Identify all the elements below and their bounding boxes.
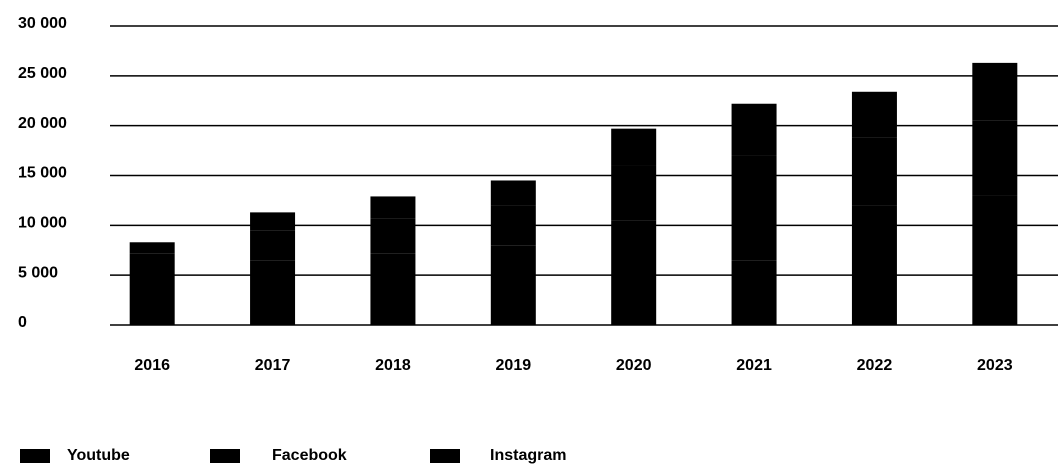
x-tick-label: 2018: [375, 357, 411, 374]
y-tick-label: 25 000: [18, 65, 67, 82]
bar-segment: [490, 180, 536, 206]
bar-segment: [851, 205, 897, 325]
x-tick-label: 2017: [255, 357, 291, 374]
bar-segment: [611, 165, 657, 221]
bar-segment: [250, 212, 296, 231]
bar-segment: [129, 242, 175, 254]
bar-segment: [250, 230, 296, 261]
bar-segment: [731, 103, 777, 156]
x-tick-label: 2023: [977, 357, 1013, 374]
bar-segment: [129, 275, 175, 325]
bar-segment: [731, 155, 777, 261]
bar-segment: [129, 253, 175, 276]
bar-segment: [972, 62, 1018, 121]
bar-segment: [611, 220, 657, 325]
bar-segment: [490, 245, 536, 325]
legend-swatch: [20, 449, 50, 463]
bar-segment: [490, 205, 536, 246]
legend-label: Instagram: [490, 447, 566, 464]
bar-segment: [370, 253, 416, 325]
legend-swatch: [210, 449, 240, 463]
y-tick-label: 30 000: [18, 15, 67, 32]
legend-label: Youtube: [67, 447, 130, 464]
y-tick-label: 5 000: [18, 264, 58, 281]
bar-segment: [611, 128, 657, 166]
bar-segment: [972, 120, 1018, 196]
x-tick-label: 2022: [857, 357, 893, 374]
x-tick-label: 2021: [736, 357, 772, 374]
bar-segment: [370, 196, 416, 219]
bar-segment: [851, 137, 897, 206]
x-tick-label: 2019: [496, 357, 532, 374]
x-tick-label: 2020: [616, 357, 652, 374]
y-tick-label: 15 000: [18, 165, 67, 182]
bar-segment: [731, 260, 777, 325]
bar-segment: [250, 260, 296, 325]
x-tick-label: 2016: [134, 357, 170, 374]
y-tick-label: 20 000: [18, 115, 67, 132]
bar-segment: [370, 218, 416, 254]
y-tick-label: 0: [18, 314, 27, 331]
legend-label: Facebook: [272, 447, 347, 464]
bar-segment: [851, 91, 897, 138]
y-tick-label: 10 000: [18, 215, 67, 232]
legend-swatch: [430, 449, 460, 463]
bar-segment: [972, 195, 1018, 325]
